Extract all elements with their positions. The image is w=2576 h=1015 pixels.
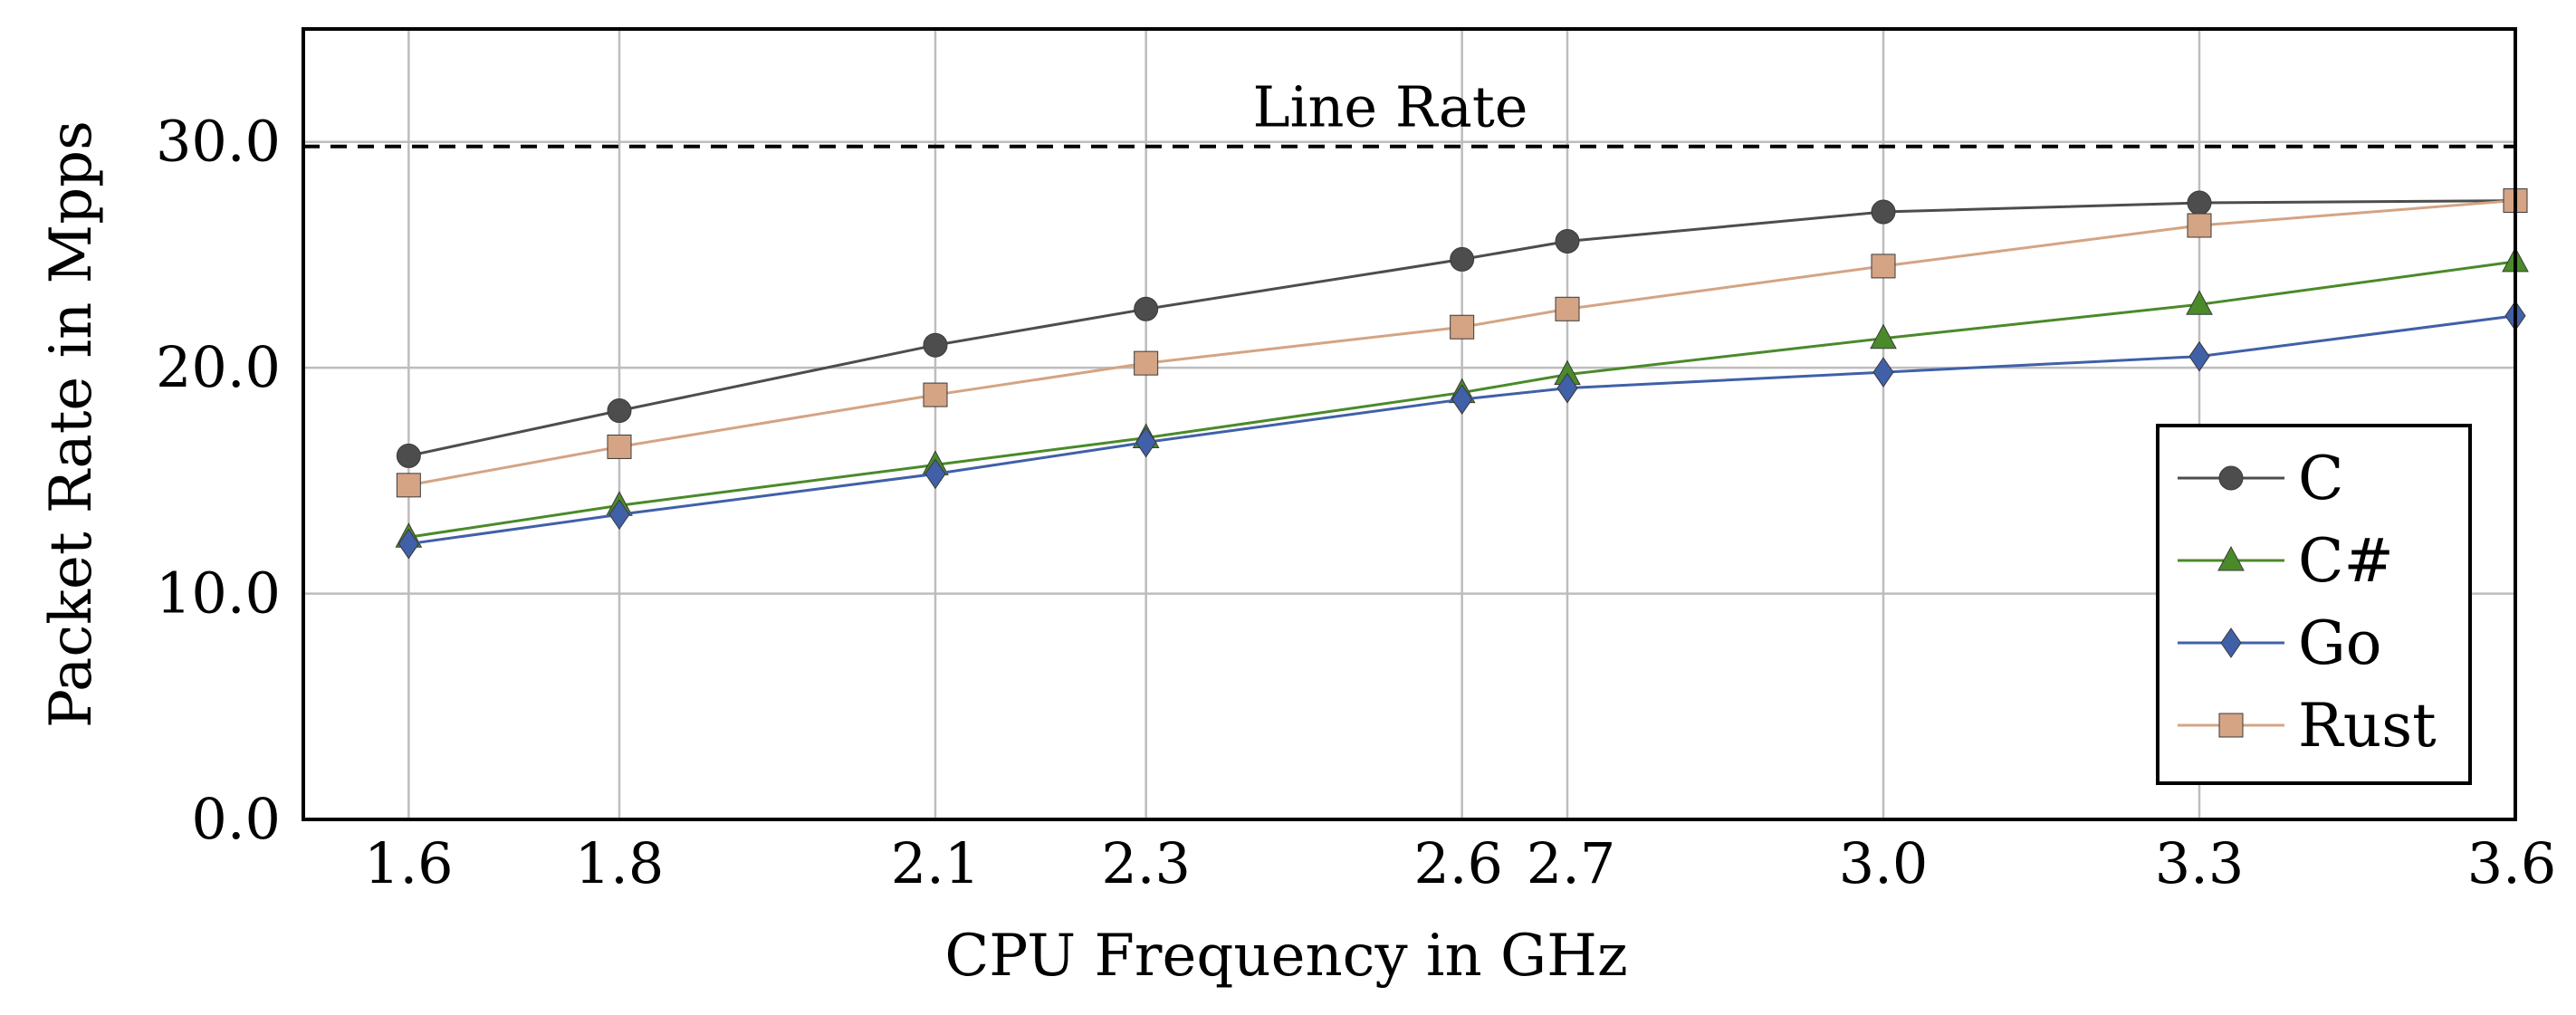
data-point-go [608, 499, 630, 531]
data-point-c [607, 398, 632, 424]
data-point-c-sharp [1870, 323, 1897, 350]
data-point-c [396, 443, 421, 468]
data-point-c-sharp [2186, 290, 2213, 315]
data-point-c [1555, 228, 1580, 254]
x-axis-ticks: 1.6 1.8 2.1 2.3 2.6 2.7 3.0 3.3 3.6 [364, 830, 2556, 896]
plot-frame [302, 27, 2517, 821]
data-point-go [1872, 357, 1894, 388]
data-point-go [2188, 340, 2210, 372]
data-point-go [397, 528, 419, 560]
legend-label: Rust [2298, 691, 2437, 761]
legend-item-c: C [2178, 444, 2344, 513]
data-point-rust [1450, 314, 1475, 340]
legend-label: C [2298, 444, 2344, 513]
x-tick-label: 1.6 [364, 830, 454, 896]
legend-box [2156, 424, 2472, 785]
data-point-c [1450, 246, 1475, 272]
series-go [397, 300, 2526, 560]
line-rate-label: Line Rate [1252, 74, 1527, 140]
data-point-rust [1871, 254, 1896, 279]
x-tick-label: 2.6 [1413, 830, 1503, 896]
x-tick-label: 3.0 [1839, 830, 1929, 896]
legend-marker-c-sharp [2217, 545, 2245, 571]
legend-marker-c [2218, 465, 2244, 491]
data-point-rust [1134, 350, 1159, 376]
data-point-c [1134, 296, 1159, 321]
y-tick-label: 10.0 [156, 560, 281, 627]
data-point-go [924, 458, 946, 490]
legend-item-go: Go [2178, 608, 2381, 678]
line-rate-reference: Line Rate [303, 74, 2515, 148]
data-point-c [923, 332, 948, 358]
data-point-rust [1555, 296, 1580, 321]
data-point-rust [396, 473, 421, 498]
series-lines [395, 188, 2529, 560]
data-point-c [1871, 199, 1896, 225]
x-tick-label: 2.7 [1527, 830, 1616, 896]
y-axis-title: Packet Rate in Mpps [38, 120, 105, 728]
y-tick-label: 0.0 [191, 786, 281, 852]
y-tick-label: 20.0 [156, 334, 281, 400]
legend-marker-go [2220, 627, 2242, 658]
series-rust [396, 188, 2528, 498]
data-point-go [1451, 384, 1473, 415]
legend-label: Go [2298, 608, 2381, 678]
x-tick-label: 2.3 [1101, 830, 1191, 896]
legend-item-c-sharp: C# [2178, 526, 2394, 596]
data-point-c [2187, 190, 2212, 215]
x-tick-label: 3.6 [2467, 830, 2557, 896]
legend-item-rust: Rust [2178, 691, 2437, 761]
data-point-go [1556, 372, 1578, 404]
data-point-rust [923, 382, 948, 407]
data-point-rust [607, 434, 632, 459]
legend-label: C# [2298, 526, 2394, 596]
y-tick-label: 30.0 [156, 109, 281, 175]
data-point-rust [2187, 213, 2212, 238]
x-tick-label: 2.1 [891, 830, 981, 896]
y-axis-ticks: 0.0 10.0 20.0 30.0 [156, 109, 281, 852]
x-axis-title: CPU Frequency in GHz [944, 923, 1627, 990]
data-point-go [1135, 426, 1157, 458]
x-tick-label: 1.8 [575, 830, 665, 896]
legend-marker-rust [2218, 713, 2244, 738]
x-tick-label: 3.3 [2155, 830, 2245, 896]
legend: C C# Go Rust [2156, 424, 2472, 785]
